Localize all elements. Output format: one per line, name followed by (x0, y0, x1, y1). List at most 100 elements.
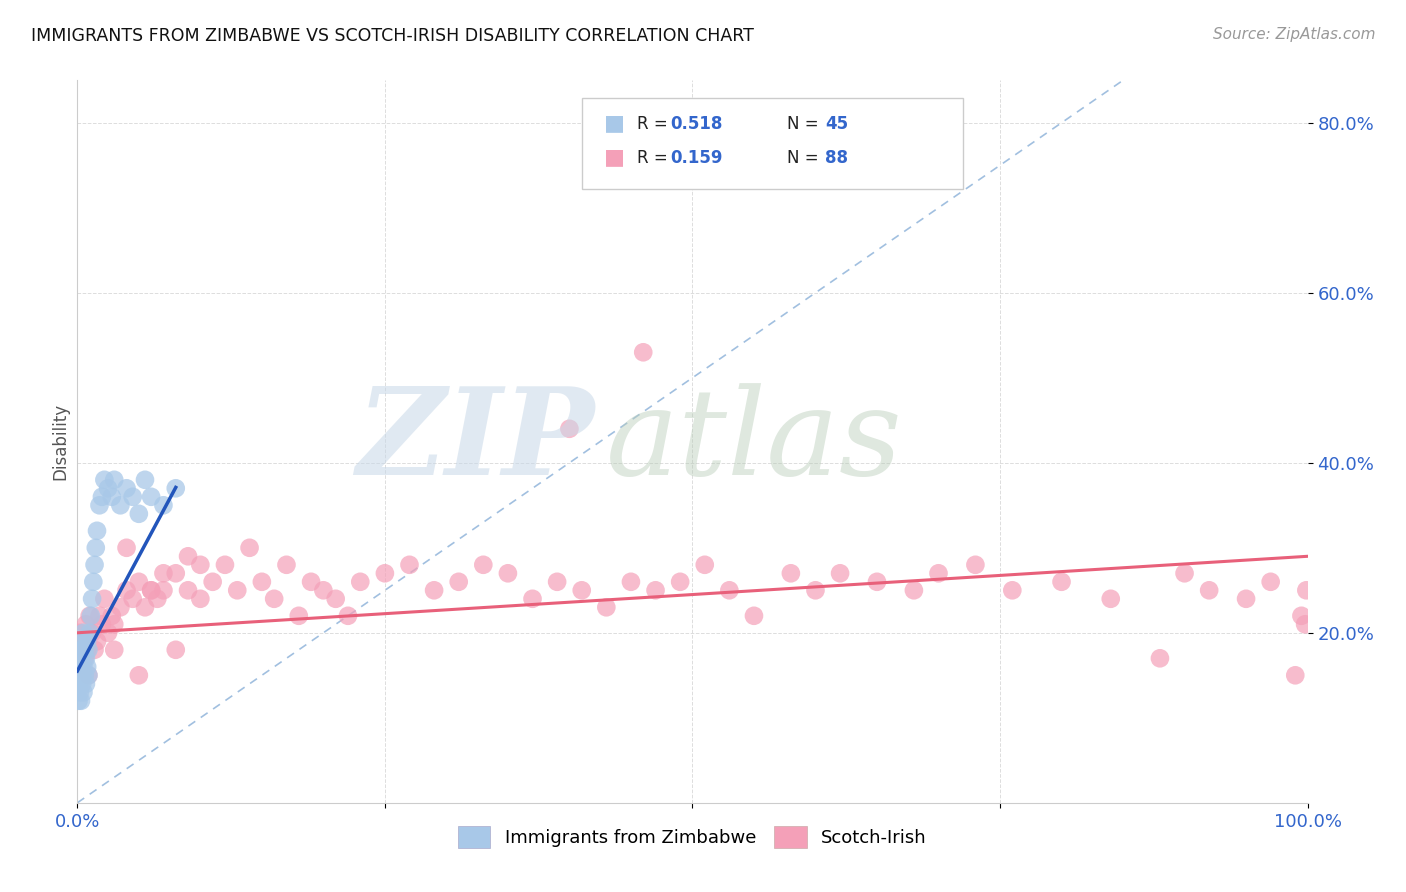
Point (239, 541, 262, 555)
Point (188, 591, 212, 606)
Point (70, 677, 93, 691)
Point (620, 574, 643, 589)
Point (141, 583, 163, 598)
Point (103, 642, 125, 657)
Point (97, 481, 120, 495)
Point (67, 677, 90, 691)
Point (75, 651, 97, 665)
Text: atlas: atlas (606, 383, 903, 500)
Point (1001, 583, 1024, 598)
Point (72, 685, 94, 699)
Point (201, 574, 224, 589)
Text: IMMIGRANTS FROM ZIMBABWE VS SCOTCH-IRISH DISABILITY CORRELATION CHART: IMMIGRANTS FROM ZIMBABWE VS SCOTCH-IRISH… (31, 27, 754, 45)
Point (115, 583, 138, 598)
Point (77, 668, 100, 682)
Point (263, 591, 285, 606)
Point (90, 490, 114, 504)
Point (69, 685, 91, 699)
Point (965, 558, 987, 572)
Point (472, 558, 495, 572)
Point (152, 566, 174, 581)
Point (152, 583, 174, 598)
Point (115, 481, 138, 495)
Point (70, 642, 93, 657)
Point (103, 617, 125, 632)
Point (188, 558, 212, 572)
Point (1284, 668, 1306, 682)
Point (633, 345, 655, 359)
Point (337, 608, 360, 623)
Point (93, 473, 115, 487)
Text: ZIP: ZIP (356, 383, 595, 500)
Point (86, 634, 108, 648)
Point (312, 583, 335, 598)
Point (595, 600, 617, 615)
Point (571, 583, 593, 598)
Point (134, 600, 156, 615)
Point (70, 660, 93, 674)
Point (349, 574, 371, 589)
Point (115, 541, 138, 555)
Point (447, 574, 470, 589)
Point (1149, 651, 1171, 665)
Point (496, 566, 519, 581)
Point (1294, 617, 1316, 632)
Point (89, 608, 111, 623)
Point (1234, 591, 1257, 606)
Point (152, 498, 174, 512)
Point (558, 422, 581, 436)
Point (93, 591, 115, 606)
Point (79, 608, 101, 623)
Point (73, 668, 96, 682)
Point (84, 541, 107, 555)
Legend: Immigrants from Zimbabwe, Scotch-Irish: Immigrants from Zimbabwe, Scotch-Irish (451, 819, 934, 855)
Point (177, 549, 200, 564)
Point (165, 566, 187, 581)
Point (128, 507, 150, 521)
Point (1174, 566, 1197, 581)
Point (1099, 591, 1122, 606)
Point (146, 591, 169, 606)
Point (70, 634, 93, 648)
Point (82, 625, 104, 640)
Text: R =: R = (637, 115, 673, 133)
Text: N =: N = (787, 115, 824, 133)
Text: 88: 88 (825, 149, 848, 167)
Point (288, 608, 311, 623)
Point (72, 634, 94, 648)
Point (66, 660, 89, 674)
Point (70, 642, 93, 657)
Y-axis label: Disability: Disability (51, 403, 69, 480)
Point (903, 583, 925, 598)
Point (90, 617, 114, 632)
Point (134, 473, 156, 487)
Point (83, 558, 105, 572)
Point (72, 660, 94, 674)
Point (177, 583, 200, 598)
Point (75, 617, 97, 632)
Point (866, 574, 889, 589)
Point (1198, 583, 1220, 598)
Point (82, 574, 104, 589)
Point (77, 642, 100, 657)
Point (325, 591, 347, 606)
Text: 0.518: 0.518 (671, 115, 723, 133)
Point (423, 583, 446, 598)
Text: N =: N = (787, 149, 824, 167)
Point (1295, 583, 1317, 598)
Point (299, 574, 322, 589)
Point (73, 651, 96, 665)
Point (780, 566, 803, 581)
Point (128, 668, 150, 682)
Point (128, 574, 150, 589)
Point (69, 651, 91, 665)
Point (76, 634, 98, 648)
Point (928, 566, 950, 581)
Point (165, 481, 187, 495)
Point (83, 642, 105, 657)
Point (80, 608, 103, 623)
Point (374, 566, 396, 581)
Point (70, 694, 93, 708)
Point (89, 498, 111, 512)
Point (250, 574, 273, 589)
